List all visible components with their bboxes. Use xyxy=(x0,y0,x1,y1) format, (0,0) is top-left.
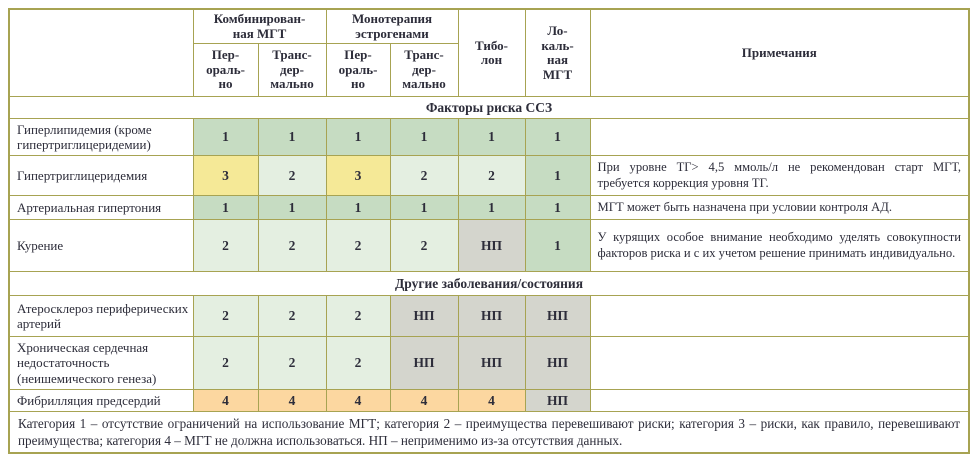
footer-legend: Категория 1 – отсутствие ограничений на … xyxy=(8,411,970,454)
category-cell: 1 xyxy=(457,118,526,157)
note-cell: МГТ может быть назначена при условии кон… xyxy=(589,195,970,221)
header-row-routes: Пер- ораль- но Транс- дер- мально Пер- о… xyxy=(9,43,969,98)
header-local-mht: Ло- каль- ная МГТ xyxy=(524,8,591,98)
header-tibolon: Тибо- лон xyxy=(457,8,526,98)
category-cell: НП xyxy=(457,219,526,273)
category-cell: 2 xyxy=(192,295,259,338)
category-cell: НП xyxy=(524,295,591,338)
mht-categories-table: Комбинирован- ная МГТ Монотерапия эстрог… xyxy=(8,8,971,455)
row-label: Фибрилляция предсердий xyxy=(8,389,194,413)
category-cell: 1 xyxy=(524,155,591,197)
category-cell: 4 xyxy=(325,389,391,413)
table-row-smoking: Курение 2 2 2 2 НП 1 У курящих особое вн… xyxy=(8,219,970,273)
footer-row: Категория 1 – отсутствие ограничений на … xyxy=(8,411,970,454)
header-empty-corner xyxy=(8,8,194,98)
category-cell: 3 xyxy=(325,155,391,197)
category-cell: 2 xyxy=(325,336,391,391)
category-cell: НП xyxy=(524,389,591,413)
category-cell: 1 xyxy=(192,118,259,157)
subheader-transdermal-combined: Транс- дер- мально xyxy=(257,43,327,98)
category-cell: 1 xyxy=(389,195,459,221)
note-cell: У курящих особое внимание необходимо уде… xyxy=(589,219,970,273)
category-cell: 4 xyxy=(192,389,259,413)
row-label: Артериальная гипертония xyxy=(8,195,194,221)
category-cell: 1 xyxy=(524,219,591,273)
section-header-other-conditions: Другие заболевания/состояния xyxy=(8,271,970,297)
note-cell xyxy=(589,295,970,338)
category-cell: 1 xyxy=(257,195,327,221)
category-cell: 2 xyxy=(325,219,391,273)
category-cell: 4 xyxy=(389,389,459,413)
category-cell: 1 xyxy=(524,195,591,221)
table-row-atherosclerosis: Атеросклероз периферических артерий 2 2 … xyxy=(8,295,970,338)
header-row-groups: Комбинирован- ная МГТ Монотерапия эстрог… xyxy=(8,8,970,98)
table-row-chronic-heart-failure: Хроническая сердечная недостаточность (н… xyxy=(8,336,970,391)
category-cell: НП xyxy=(389,295,459,338)
row-label: Гиперлипидемия (кроме гипертриглицеридем… xyxy=(8,118,194,157)
header-group-combined-mht: Комбинирован- ная МГТ xyxy=(192,8,327,45)
section-row-cvd: Факторы риска ССЗ xyxy=(8,96,970,120)
table-row-hyperlipidemia: Гиперлипидемия (кроме гипертриглицеридем… xyxy=(8,118,970,157)
category-cell: 1 xyxy=(325,118,391,157)
header-notes: Примечания xyxy=(589,8,970,98)
category-cell: 1 xyxy=(457,195,526,221)
section-header-cvd-risk-factors: Факторы риска ССЗ xyxy=(8,96,970,120)
table-row-arterial-hypertension: Артериальная гипертония 1 1 1 1 1 1 МГТ … xyxy=(8,195,970,221)
category-cell: 2 xyxy=(325,295,391,338)
note-cell xyxy=(589,336,970,391)
row-label: Гипертриглицеридемия xyxy=(8,155,194,197)
row-label: Атеросклероз периферических артерий xyxy=(8,295,194,338)
section-row-other: Другие заболевания/состояния xyxy=(8,271,970,297)
category-cell: 3 xyxy=(192,155,259,197)
subheader-oral-combined: Пер- ораль- но xyxy=(192,43,259,98)
row-label: Хроническая сердечная недостаточность (н… xyxy=(8,336,194,391)
category-cell: 2 xyxy=(457,155,526,197)
table-row-atrial-fibrillation: Фибрилляция предсердий 4 4 4 4 4 НП xyxy=(8,389,970,413)
note-cell xyxy=(589,118,970,157)
category-cell: 2 xyxy=(257,219,327,273)
row-label: Курение xyxy=(8,219,194,273)
category-cell: 2 xyxy=(192,219,259,273)
header-group-estrogen-mono: Монотерапия эстрогенами xyxy=(325,8,459,45)
category-cell: 2 xyxy=(257,336,327,391)
category-cell: 4 xyxy=(457,389,526,413)
category-cell: 1 xyxy=(325,195,391,221)
note-cell: При уровне ТГ> 4,5 ммоль/л не рекомендов… xyxy=(589,155,970,197)
category-cell: 1 xyxy=(524,118,591,157)
category-cell: НП xyxy=(524,336,591,391)
category-cell: 2 xyxy=(192,336,259,391)
category-cell: 2 xyxy=(257,155,327,197)
category-cell: 4 xyxy=(257,389,327,413)
category-cell: 2 xyxy=(257,295,327,338)
category-cell: 1 xyxy=(389,118,459,157)
document-page: Комбинирован- ная МГТ Монотерапия эстрог… xyxy=(0,8,976,465)
category-cell: НП xyxy=(457,295,526,338)
category-cell: 2 xyxy=(389,219,459,273)
note-cell xyxy=(589,389,970,413)
category-cell: 1 xyxy=(192,195,259,221)
category-cell: 1 xyxy=(257,118,327,157)
category-cell: НП xyxy=(389,336,459,391)
subheader-oral-mono: Пер- ораль- но xyxy=(325,43,391,98)
category-cell: НП xyxy=(457,336,526,391)
category-cell: 2 xyxy=(389,155,459,197)
table-row-hypertriglyceridemia: Гипертриглицеридемия 3 2 3 2 2 1 При уро… xyxy=(8,155,970,197)
subheader-transdermal-mono: Транс- дер- мально xyxy=(389,43,459,98)
